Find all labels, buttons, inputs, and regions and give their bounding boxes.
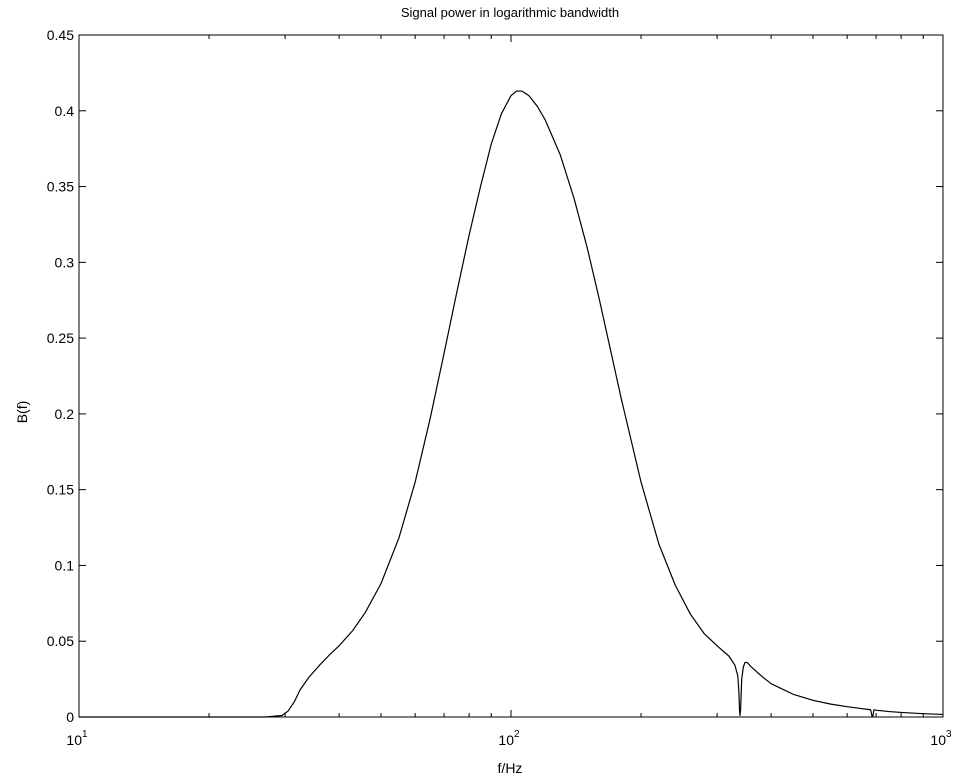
y-axis-label: B(f) [14,401,30,424]
y-tick-label: 0 [66,709,74,725]
plot-area-frame [78,34,944,718]
series-line [79,90,944,718]
series-layer [79,90,944,718]
y-tick-label: 0.45 [47,27,74,43]
x-tick-label-base: 10 [930,732,946,748]
y-tick-label: 0.1 [55,557,75,573]
y-tick-label: 0.2 [55,406,75,422]
x-tick-label-exponent: 2 [514,729,520,740]
x-axis-label: f/Hz [498,760,523,776]
y-tick-label: 0.3 [55,254,75,270]
y-tick-label: 0.35 [47,179,74,195]
x-tick-label: 103 [930,729,952,748]
y-tick-label: 0.25 [47,330,74,346]
x-tick-label-base: 10 [66,732,82,748]
chart-title: Signal power in logarithmic bandwidth [401,5,619,20]
y-tick-label: 0.4 [55,103,75,119]
x-tick-label-exponent: 3 [946,729,952,740]
x-tick-label-base: 10 [498,732,514,748]
x-tick-label: 102 [498,729,520,748]
y-tick-label: 0.15 [47,482,74,498]
x-tick-label: 101 [66,729,88,748]
x-tick-label-exponent: 1 [82,729,88,740]
y-tick-label: 0.05 [47,633,74,649]
